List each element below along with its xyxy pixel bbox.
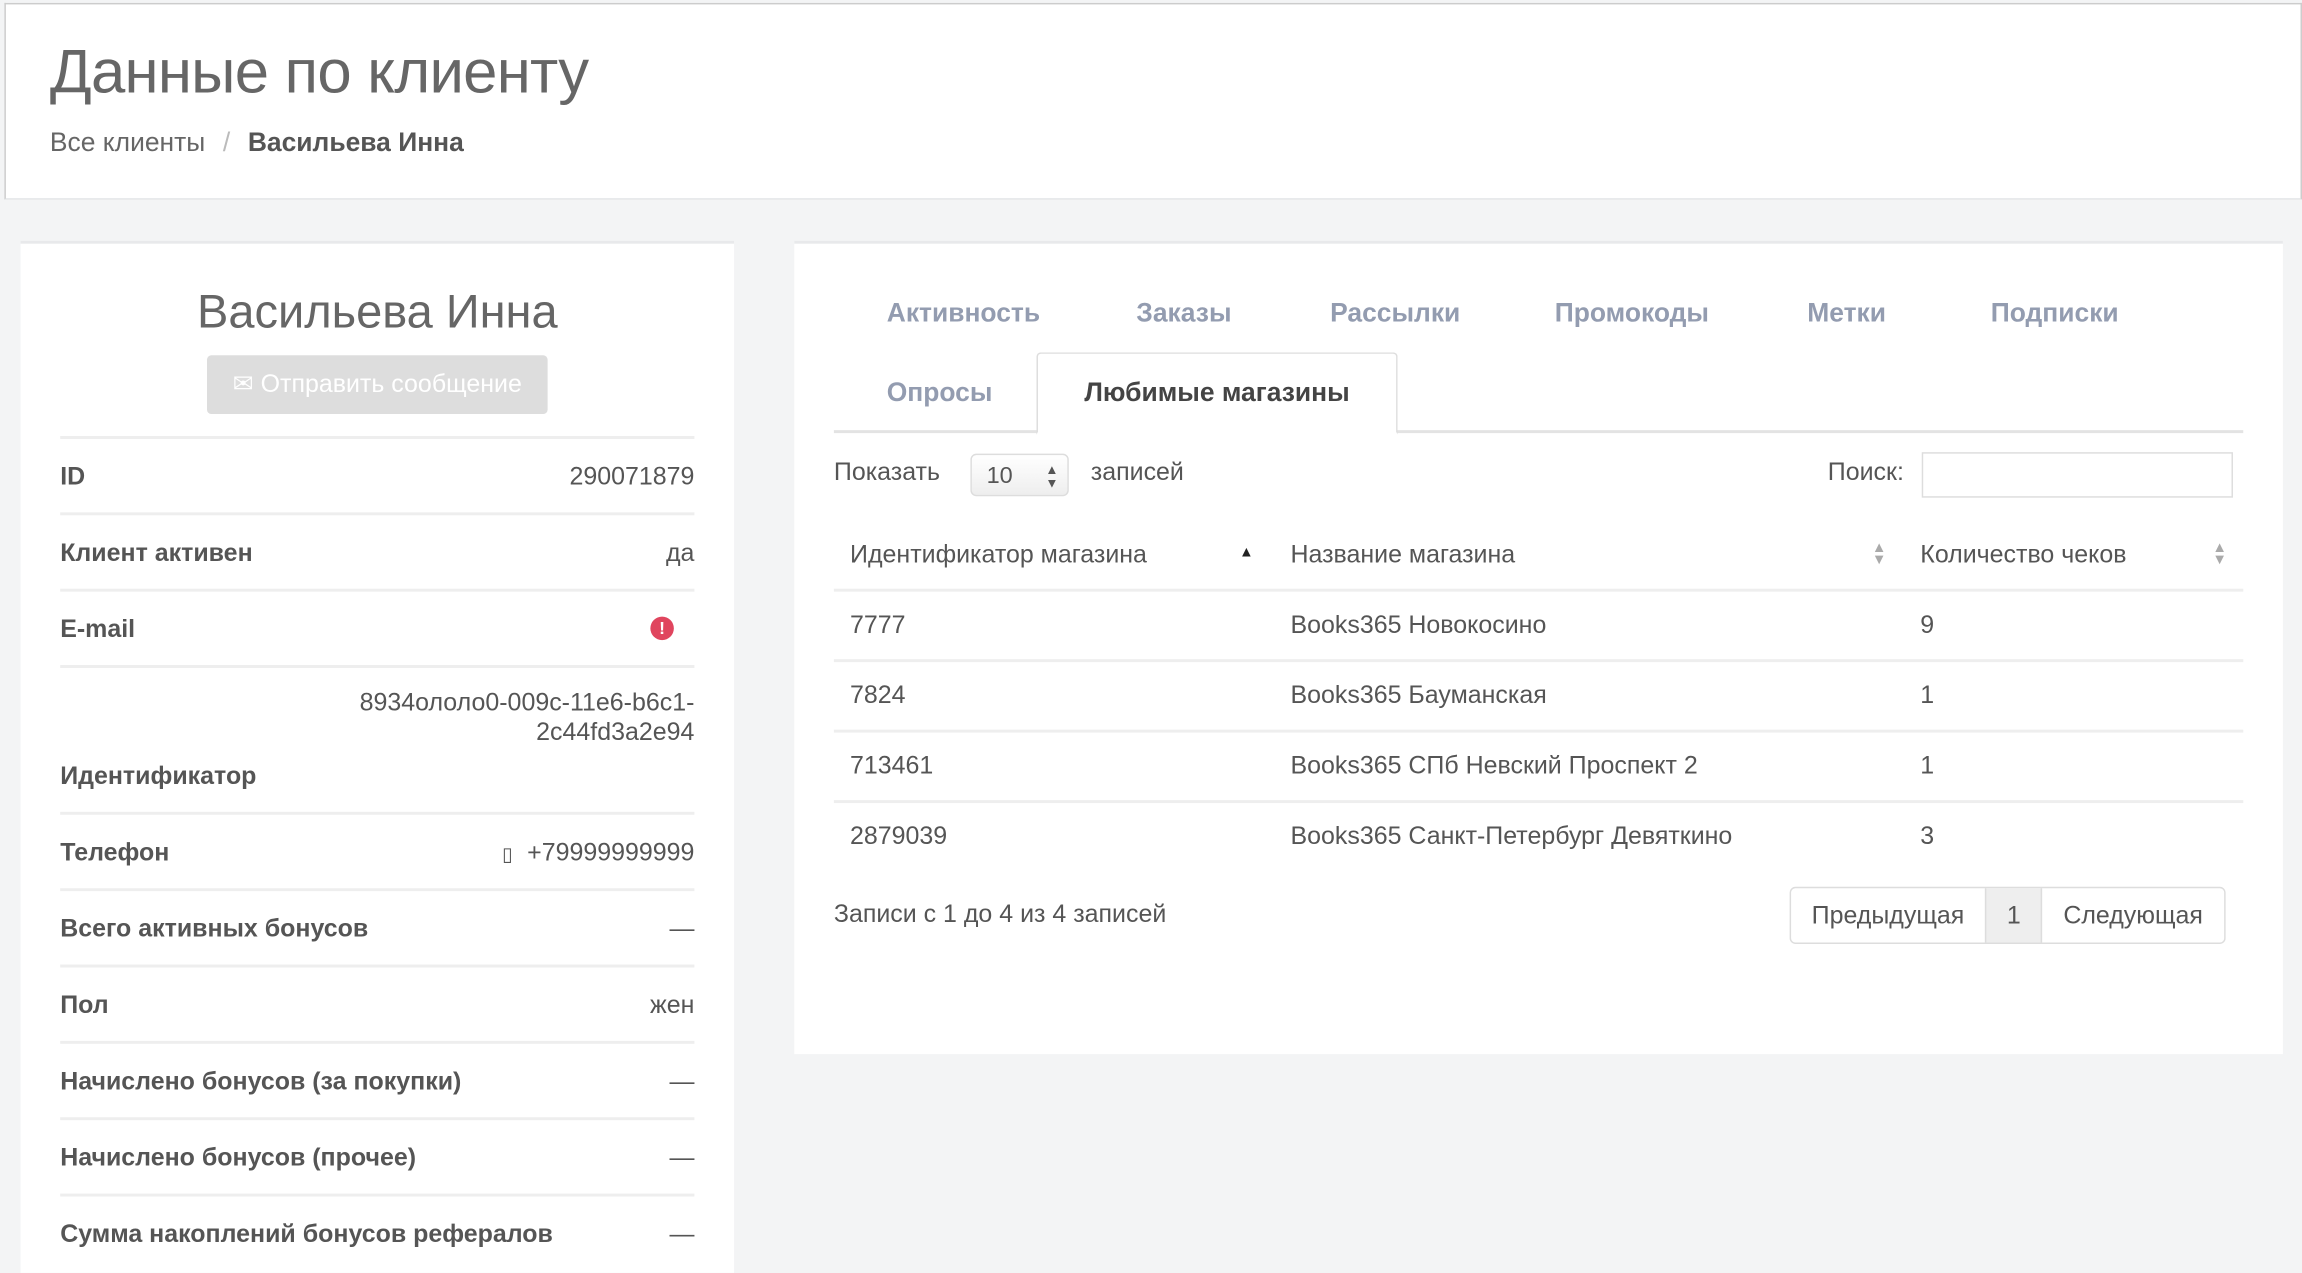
field-value: жен [650,990,695,1019]
tab-subscriptions[interactable]: Подписки [1990,298,2119,328]
tab-mailings[interactable]: Рассылки [1330,298,1461,328]
field-identifier: Идентификатор 8934ололо0-009c-11e6-b6c1- 2… [60,665,695,812]
tab-tags[interactable]: Метки [1807,298,1887,328]
field-value: — [669,914,695,943]
field-bonuses-other: Начислено бонусов (прочее) — [60,1117,695,1193]
field-gender: Пол жен [60,964,695,1041]
cell-store-id: 7777 [850,610,906,639]
cell-receipts: 9 [1920,610,1935,639]
tab-promocodes[interactable]: Промокоды [1554,298,1710,328]
exclamation-circle-icon: ! [650,616,674,641]
client-details-panel: Активность Заказы Рассылки Промокоды Мет… [794,240,2283,1055]
mobile-phone-icon: ▯ [501,842,513,865]
cell-store-name: Books365 СПб Невский Проспект 2 [1290,751,1698,780]
field-bonuses-purchases: Начислено бонусов (за покупки) — [60,1040,695,1117]
field-label: Идентификатор [60,761,257,790]
cell-receipts: 1 [1920,681,1935,710]
field-id: ID 290071879 [60,436,695,512]
field-phone: Телефон ▯ +79999999999 [60,811,695,888]
column-header-receipts[interactable]: Количество чеков [1920,540,2127,569]
field-active: Клиент активен да [60,512,695,588]
field-label: Клиент активен [60,538,253,567]
page-size-value: 10 [986,463,1013,489]
field-email: E-mail! [60,588,695,665]
field-label: Начислено бонусов (за покупки) [60,1067,462,1096]
sort-both-icon: ▲ ▼ [1871,540,1887,569]
breadcrumb-all-clients[interactable]: Все клиенты [49,127,206,158]
tab-surveys[interactable]: Опросы [886,377,993,407]
records-label: записей [1090,458,1184,486]
column-header-store-name[interactable]: Название магазина [1290,540,1516,569]
envelope-icon: ✉ [232,369,254,398]
field-label: Пол [60,990,109,1019]
identifier-line-1: 8934ололо0-009c-11e6-b6c1- [359,688,695,717]
field-value: — [669,1143,695,1172]
field-label: Всего активных бонусов [60,914,369,943]
column-header-store-id[interactable]: Идентификатор магазина [850,540,1147,569]
page-title: Данные по клиенту [49,36,589,106]
field-value: 8934ололо0-009c-11e6-b6c1- 2c44fd3a2e94 [360,689,695,748]
cell-receipts: 1 [1920,751,1935,780]
field-total-bonuses: Всего активных бонусов — [60,888,695,964]
cell-store-name: Books365 Новокосино [1290,610,1547,639]
client-name: Васильева Инна [197,284,558,338]
field-value: да [665,538,695,567]
cell-store-name: Books365 Бауманская [1290,681,1547,710]
breadcrumb-current: Васильева Инна [247,127,464,158]
identifier-line-2: 2c44fd3a2e94 [536,717,695,746]
breadcrumb-separator: / [222,127,231,158]
previous-page-button[interactable]: Предыдущая [1811,901,1965,930]
field-referral-bonuses: Сумма накоплений бонусов рефералов — [60,1193,695,1270]
tab-orders[interactable]: Заказы [1136,298,1232,328]
field-value: — [669,1219,695,1248]
table-info: Записи с 1 до 4 из 4 записей [833,899,1167,928]
phone-value: +79999999999 [527,838,695,867]
cell-receipts: 3 [1920,822,1935,851]
cell-store-name: Books365 Санкт-Петербург Девяткино [1290,822,1733,851]
field-value: ▯ +79999999999 [502,838,694,867]
page-1-button[interactable]: 1 [1984,888,2043,943]
tab-activity[interactable]: Активность [886,298,1041,328]
table-row: 2879039 Books365 Санкт-Петербург Девяткин… [833,800,2244,873]
field-label: Телефон [60,838,170,867]
cell-store-id: 7824 [850,681,906,710]
field-label: E-mail [60,615,136,644]
field-label: ID [60,462,86,491]
field-value: — [669,1067,695,1096]
tabs-divider [833,430,2244,434]
search-input[interactable] [1921,452,2233,498]
next-page-button[interactable]: Следующая [2063,901,2203,930]
client-profile-card: Васильева Инна ✉ Отправить сообщение ID 2… [20,240,735,1273]
select-arrows-icon: ▲ ▼ [1045,462,1059,491]
send-message-button[interactable]: ✉ Отправить сообщение [207,355,548,415]
cell-store-id: 2879039 [850,822,948,851]
pagination: Предыдущая 1 Следующая [1789,886,2225,944]
breadcrumb: Все клиенты / Васильева Инна [50,128,464,159]
field-label: Сумма накоплений бонусов рефералов [60,1219,553,1248]
table-row: 713461 Books365 СПб Невский Проспект 2 1 [833,729,2244,803]
tab-favorite-stores[interactable]: Любимые магазины [1036,352,1398,435]
cell-store-id: 713461 [850,751,934,780]
table-row: 7777 Books365 Новокосино 9 [833,588,2244,662]
page-header: Данные по клиенту Все клиенты / Васильева … [4,2,2302,200]
field-value: 290071879 [569,462,695,491]
send-message-label: Отправить сообщение [260,369,522,398]
sort-asc-icon: ▲ [1239,544,1254,561]
show-label: Показать [833,458,940,486]
search-label: Поиск: [1827,458,1904,486]
field-label: Начислено бонусов (прочее) [60,1143,417,1172]
table-row: 7824 Books365 Бауманская 1 [833,659,2244,732]
sort-both-icon: ▲ ▼ [2212,540,2227,569]
page-size-select[interactable]: 10 ▲ ▼ [970,453,1069,497]
